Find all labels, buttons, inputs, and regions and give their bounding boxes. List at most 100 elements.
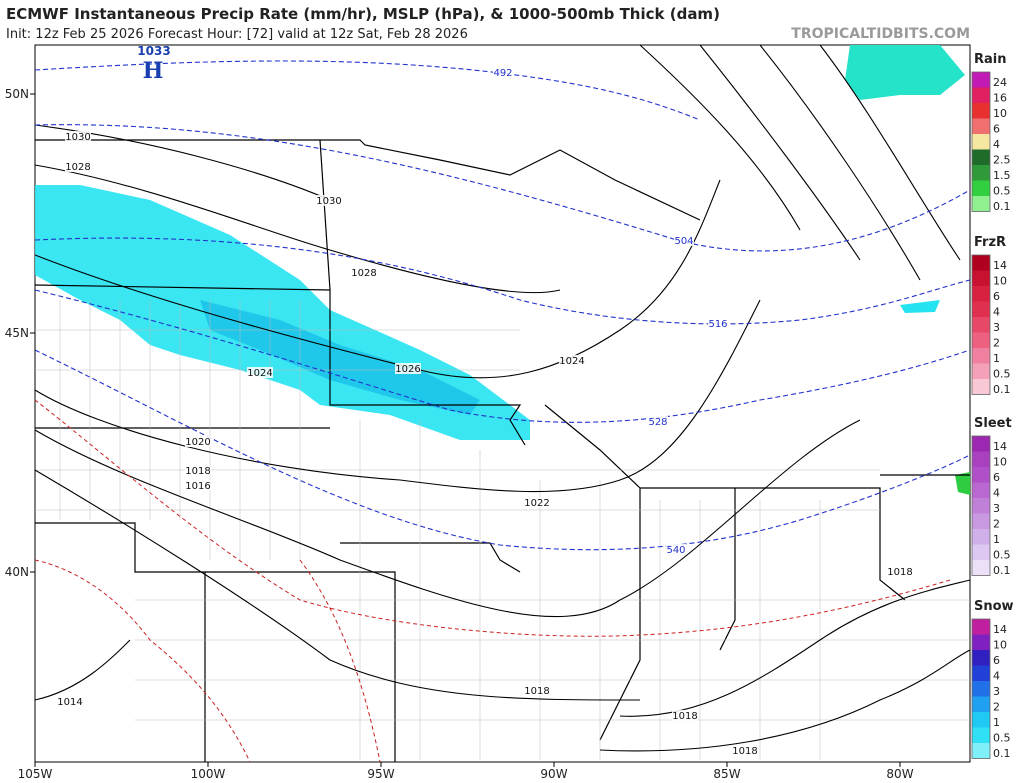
legend-level: 1 [993,533,1000,546]
isobar-label: 1028 [65,162,90,173]
legend-swatch [972,134,990,150]
subtitle: Init: 12z Feb 25 2026 Forecast Hour: [72… [6,27,468,42]
legend-level: 4 [993,138,1000,151]
legend-swatch [972,72,990,88]
legend-level: 0.1 [993,747,1011,760]
isobar-label: 1018 [524,686,549,697]
legend-swatch [972,286,990,302]
legend-level: 0.5 [993,185,1011,198]
legend-swatch [972,348,990,364]
isobar-label: 1020 [185,437,210,448]
legend-swatch [972,743,990,759]
legend-frame [971,71,991,212]
isobar-label: 1026 [395,364,420,375]
legend-swatch [972,696,990,712]
legend-level: 1 [993,352,1000,365]
lon-label: 90W [540,767,567,781]
lon-label: 100W [191,767,226,781]
label-bg [316,195,342,206]
legend-level: 3 [993,502,1000,515]
freezing-lines [34,399,951,763]
legend-level: 6 [993,290,1000,303]
label-bg [247,367,273,378]
precip-rain [845,45,965,100]
legend-title: Sleet [974,416,1012,431]
legend-level: 0.1 [993,200,1011,213]
high-label: H [143,58,164,84]
legend-level: 16 [993,92,1007,105]
legend-title: Rain [974,52,1007,67]
legend-swatch [972,529,990,545]
thickness-label: 492 [493,68,512,79]
legend-level: 0.5 [993,732,1011,745]
label-bg [395,363,421,374]
county-lines [35,300,970,760]
label-bg [351,267,377,278]
label-bg [57,696,83,707]
legend-level: 10 [993,456,1007,469]
legend-swatch [972,255,990,271]
legend-swatch [972,165,990,181]
label-bg [185,436,211,447]
label-bg [185,480,211,491]
legend-swatch [972,332,990,348]
label-bg [493,67,513,78]
legend-swatch [972,196,990,212]
legend-level: 10 [993,107,1007,120]
label-bg [524,497,550,508]
legend-swatch [972,498,990,514]
label-bg [559,355,585,366]
legend-level: 0.5 [993,549,1011,562]
thickness-lines [34,60,971,551]
isobars [34,44,971,752]
watermark: TROPICALTIDBITS.COM [791,26,970,42]
isobar-label: 1018 [732,746,757,757]
isobar-label: 1028 [351,268,376,279]
legend-level: 3 [993,685,1000,698]
label-bg [666,544,686,555]
legend-swatch [972,634,990,650]
legend-swatch [972,560,990,576]
lat-label: 40N [5,565,29,579]
label-bg [648,416,668,427]
label-bg [672,710,698,721]
lat-label: 45N [5,326,29,340]
label-bg [708,318,728,329]
legend-swatch [972,270,990,286]
legend-swatch [972,87,990,103]
legend-swatch [972,149,990,165]
legend-swatch [972,301,990,317]
label-bg [65,131,91,142]
lon-label: 80W [886,767,913,781]
legend-level: 24 [993,76,1007,89]
legend-swatch [972,436,990,452]
isobar-label: 1024 [559,356,584,367]
high-pressure: 1033 [137,44,170,58]
legend-level: 3 [993,321,1000,334]
legend-swatch [972,665,990,681]
legend-level: 10 [993,275,1007,288]
legend-title: Snow [974,599,1014,614]
legend-frame [971,618,991,759]
legend-frame [971,254,991,395]
label-bg [887,566,913,577]
isobar-label: 1030 [65,132,90,143]
thickness-label: 516 [708,319,727,330]
thickness-label: 504 [674,236,693,247]
legend-swatch [972,712,990,728]
legend-swatch [972,681,990,697]
legend-swatch [972,513,990,529]
legend-swatch [972,180,990,196]
legend-swatch [972,363,990,379]
lat-label: 50N [5,87,29,101]
legend-level: 14 [993,440,1007,453]
legend-level: 0.1 [993,383,1011,396]
precip-rain [955,472,970,495]
legend-frame [971,435,991,576]
isobar-label: 1024 [247,368,272,379]
isobar-label: 1016 [185,481,210,492]
legend-level: 4 [993,306,1000,319]
title: ECMWF Instantaneous Precip Rate (mm/hr),… [6,5,720,23]
